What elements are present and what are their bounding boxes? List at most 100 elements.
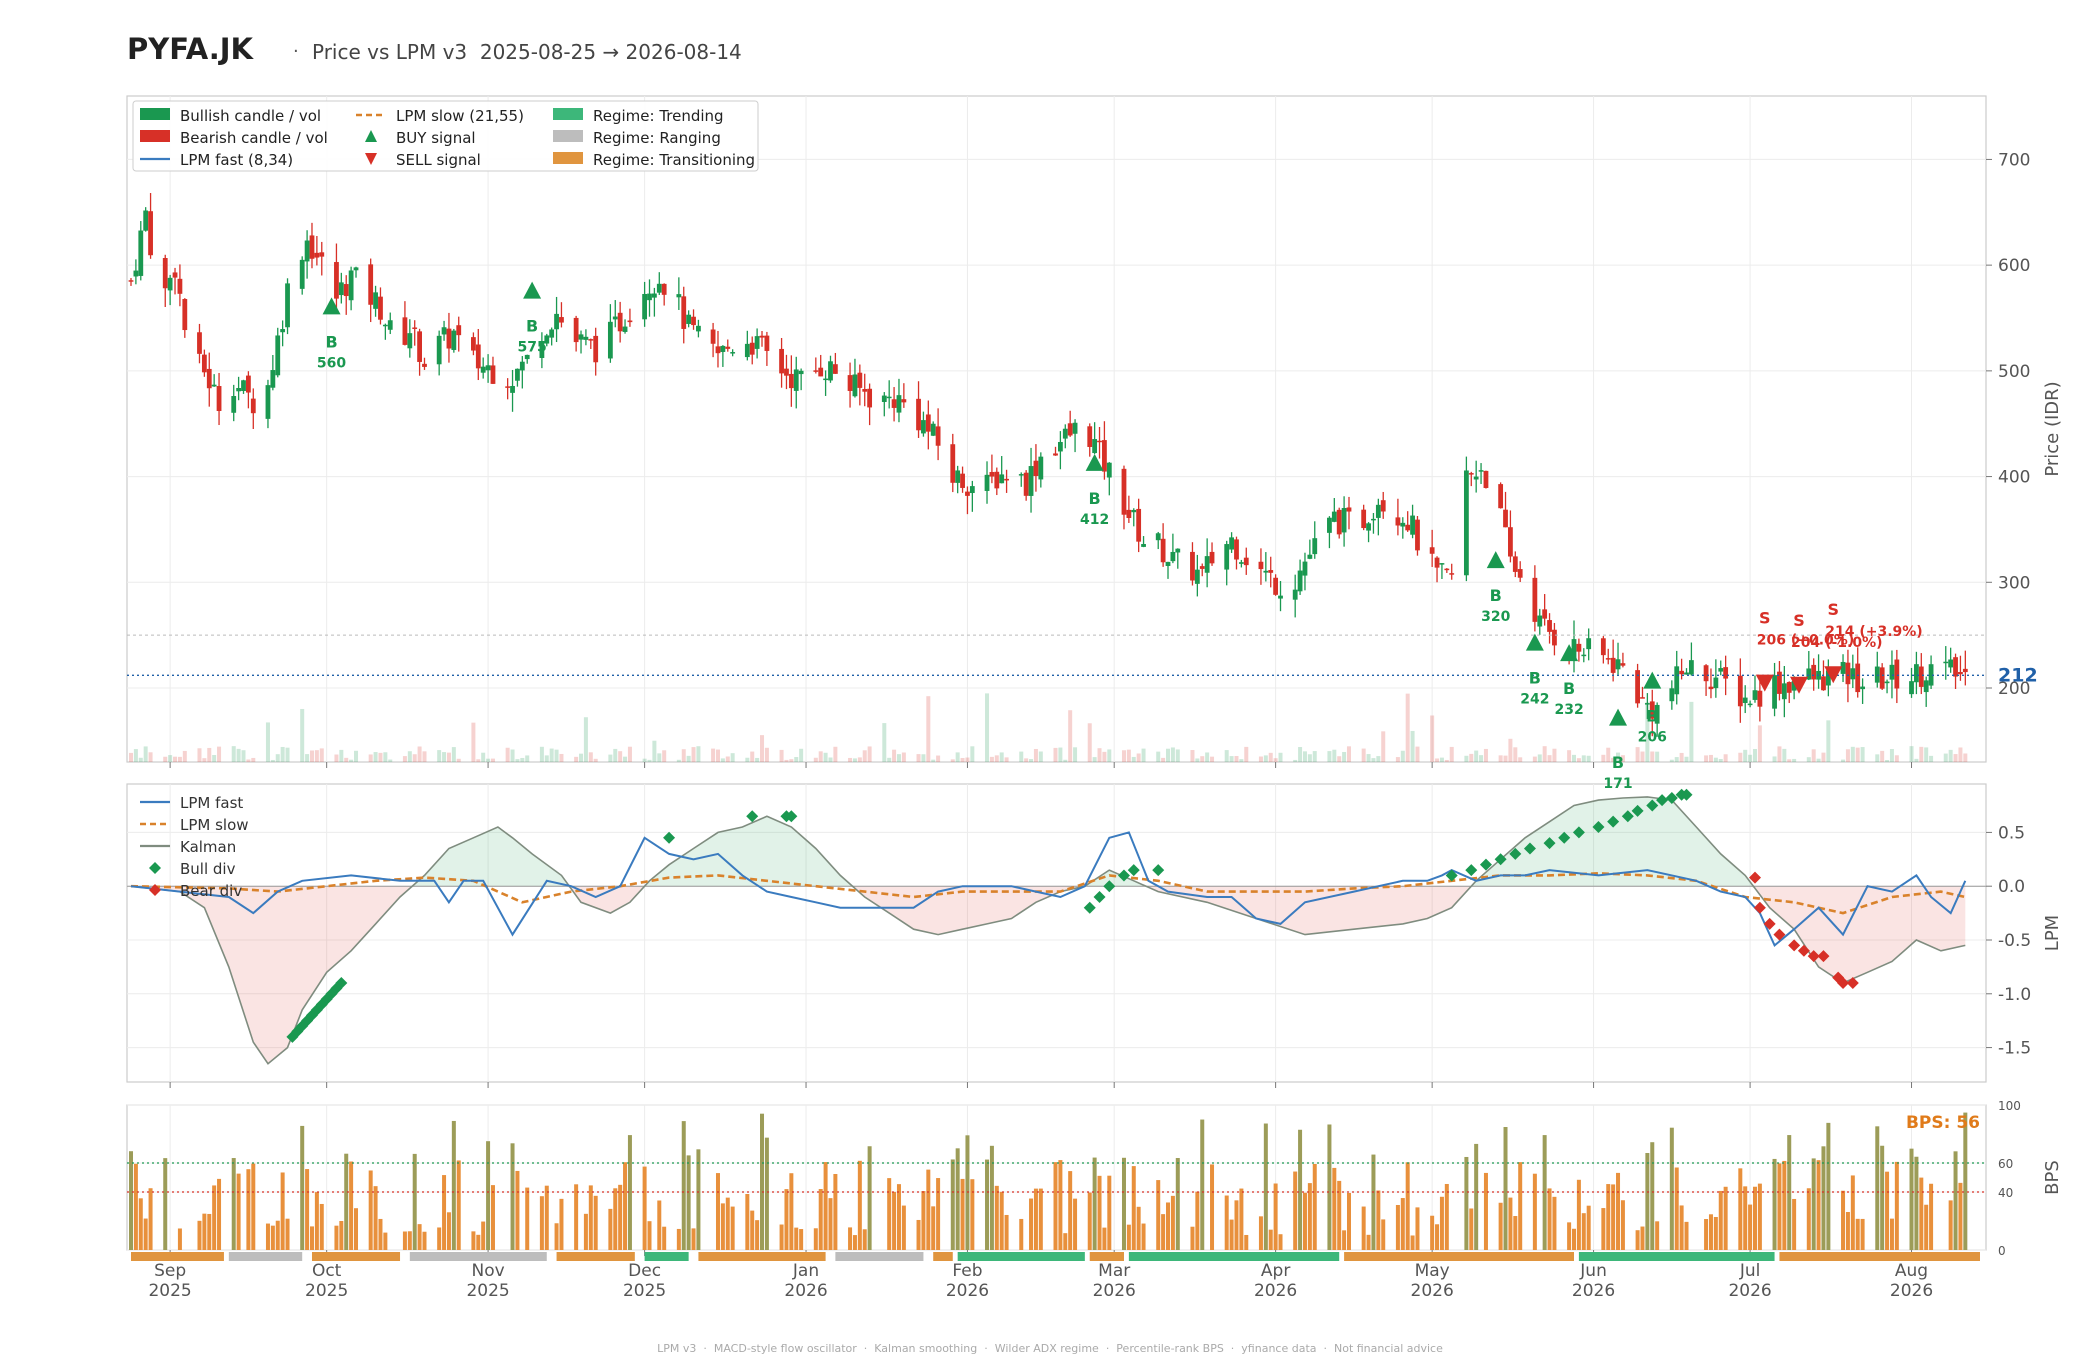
volume-bar [799, 748, 804, 762]
volume-bar [657, 753, 662, 762]
bull-divergence-marker [746, 810, 759, 823]
bull-candle-body [441, 327, 447, 335]
volume-bar [1033, 748, 1038, 762]
price-tick-label: 400 [1998, 468, 2030, 488]
bps-bar [1914, 1156, 1919, 1250]
volume-bar [1278, 752, 1283, 762]
price-legend-label: Regime: Ranging [593, 129, 721, 147]
bps-bar [1346, 1192, 1351, 1250]
bear-candle-body [559, 317, 564, 323]
bps-bar [451, 1120, 456, 1250]
bps-bar [1298, 1129, 1303, 1250]
bps-bar [1058, 1160, 1063, 1250]
bear-candle-body [334, 262, 339, 299]
volume-bar [354, 750, 359, 762]
price-tick-label: 600 [1998, 256, 2030, 276]
bps-bar [676, 1228, 681, 1250]
volume-bar [275, 754, 280, 762]
bear-candle-body [446, 328, 452, 349]
bear-candle-body [197, 332, 202, 354]
bps-bar [989, 1145, 994, 1250]
bps-bar [789, 1173, 794, 1250]
volume-bar [1611, 757, 1616, 762]
bull-divergence-marker [1572, 826, 1585, 839]
bull-candle-body [1860, 686, 1866, 690]
bear-candle-body [309, 235, 315, 259]
bps-bar [319, 1203, 324, 1250]
bull-divergence-marker [1509, 847, 1522, 860]
bull-divergence-marker [1103, 880, 1116, 893]
bear-candle-body [128, 280, 134, 282]
volume-bar [1361, 748, 1366, 762]
bps-bar [1474, 1143, 1479, 1250]
bear-candle-body [1258, 561, 1264, 570]
bull-candle-body [1850, 668, 1856, 680]
bull-candle-body [578, 334, 584, 340]
bps-bar [202, 1213, 207, 1250]
bps-bar [760, 1113, 765, 1250]
volume-bar [280, 746, 285, 762]
bps-bar [857, 1160, 862, 1250]
bps-bar [1068, 1171, 1073, 1250]
bps-bar [720, 1203, 725, 1250]
volume-bar [1469, 753, 1474, 762]
lpm-panel-frame [126, 783, 1987, 1083]
bps-bar [901, 1205, 906, 1250]
bull-candle-body [1463, 470, 1469, 576]
bps-bar [1572, 1228, 1577, 1250]
bps-bar [618, 1184, 623, 1250]
volume-bar [1537, 754, 1542, 762]
volume-bar [1552, 748, 1557, 762]
bps-tick-label: 100 [1998, 1099, 2021, 1113]
bps-bar [1327, 1124, 1332, 1250]
bps-bar [163, 1158, 168, 1250]
bps-bar [1738, 1168, 1743, 1250]
volume-bar [1107, 749, 1112, 762]
bull-candle-body [1131, 509, 1137, 513]
bear-candle-body [593, 335, 599, 363]
bear-candle-body [1610, 657, 1616, 673]
bull-candle-body [999, 474, 1005, 484]
volume-bar [1640, 751, 1645, 762]
bear-candle-body [1346, 507, 1352, 512]
volume-bar [1943, 753, 1948, 762]
volume-bar [1929, 755, 1934, 762]
volume-bar [300, 708, 305, 762]
bps-bar [1435, 1224, 1440, 1250]
volume-bar [1606, 747, 1611, 762]
bear-candle-body [1415, 519, 1420, 551]
bps-bar [1464, 1156, 1469, 1250]
price-legend-item-swatch [365, 130, 377, 142]
bps-bar [1234, 1200, 1239, 1250]
volume-bar [970, 746, 975, 762]
bull-candle-body [265, 385, 271, 419]
buy-signal-price: 575 [517, 340, 546, 356]
bull-candle-body [1238, 562, 1244, 564]
bear-candle-body [715, 346, 721, 354]
bull-candle-body [612, 316, 618, 320]
price-legend-item-swatch [553, 152, 583, 164]
bear-candle-body [847, 375, 853, 391]
bear-candle-body [1209, 551, 1215, 564]
bull-candle-body [1752, 690, 1758, 700]
bull-candle-body [231, 396, 237, 413]
bps-bar [354, 1208, 359, 1250]
volume-bar [823, 752, 828, 762]
bps-bar [1787, 1135, 1792, 1250]
bear-candle-body [314, 252, 320, 258]
sell-signal-letter: S [1827, 600, 1839, 619]
regime-segment-ranging [228, 1252, 303, 1261]
volume-bar [1234, 756, 1239, 762]
bps-bar [490, 1185, 495, 1250]
volume-bar [1757, 725, 1762, 762]
bull-divergence-marker [1494, 853, 1507, 866]
volume-bar [1503, 755, 1508, 762]
bear-candle-body [245, 375, 251, 393]
volume-bar [715, 749, 720, 762]
bear-candle-body [588, 339, 594, 341]
bps-bar [1175, 1158, 1180, 1250]
bps-bar [916, 1219, 921, 1250]
bull-candle-body [1791, 681, 1797, 691]
volume-bar [1708, 754, 1713, 762]
bull-candle-body [348, 270, 354, 301]
